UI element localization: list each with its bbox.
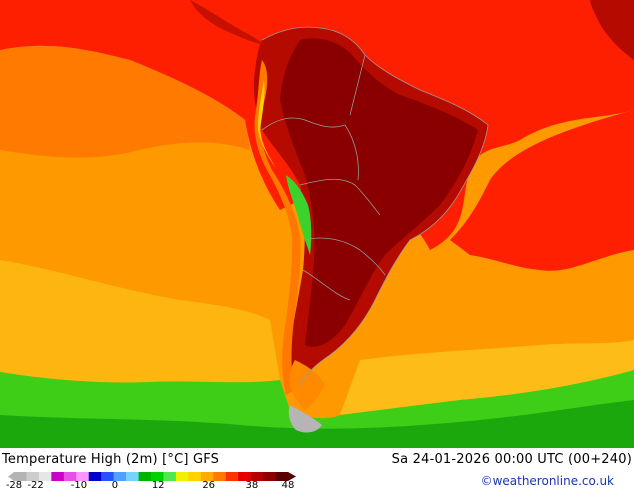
legend-swatch bbox=[250, 472, 264, 481]
andes-green-patch bbox=[286, 175, 312, 255]
land-hottest-core bbox=[280, 38, 478, 347]
tierra-del-fuego bbox=[288, 405, 322, 433]
south-atlantic-yellow bbox=[340, 340, 634, 415]
south-pacific-yellow bbox=[0, 260, 280, 383]
legend-swatch bbox=[51, 472, 65, 481]
copyright-link[interactable]: ©weatheronline.co.uk bbox=[480, 474, 614, 488]
legend-swatch bbox=[151, 472, 164, 481]
legend-tick-label: -22 bbox=[27, 480, 44, 491]
legend-swatch bbox=[113, 472, 127, 481]
color-legend bbox=[8, 472, 296, 481]
central-america bbox=[190, 0, 264, 45]
legend-arrow-right bbox=[288, 472, 296, 481]
pacific-orange-zone bbox=[0, 45, 250, 158]
legend-swatch bbox=[200, 472, 214, 481]
legend-swatch bbox=[238, 472, 251, 481]
patagonia-orange bbox=[289, 360, 325, 410]
legend-tick-label: -10 bbox=[70, 480, 88, 491]
legend-tick-label: -28 bbox=[5, 480, 23, 491]
legend-swatch bbox=[188, 472, 202, 481]
legend-swatch bbox=[101, 472, 114, 481]
andes-orange-strip bbox=[254, 60, 301, 395]
legend-tick-label: 26 bbox=[202, 480, 216, 491]
legend-swatch bbox=[63, 472, 77, 481]
legend-swatch bbox=[38, 472, 52, 481]
legend-swatch bbox=[76, 472, 90, 481]
map-title: Temperature High (2m) [°C] GFS bbox=[2, 452, 220, 467]
legend-swatch bbox=[263, 472, 276, 481]
legend-arrow-left bbox=[8, 472, 14, 481]
legend-tick-label: 48 bbox=[281, 480, 295, 491]
legend-swatch bbox=[225, 472, 239, 481]
africa-coast bbox=[590, 0, 634, 60]
legend-tick-label: 38 bbox=[245, 480, 259, 491]
legend-swatch bbox=[213, 472, 227, 481]
legend-swatch bbox=[88, 472, 102, 481]
country-borders bbox=[261, 26, 489, 386]
legend-tick-label: 0 bbox=[111, 480, 119, 491]
legend-swatch bbox=[275, 472, 289, 481]
legend-tick-label: 12 bbox=[151, 480, 165, 491]
southern-ocean-dark-green bbox=[0, 400, 634, 448]
legend-swatch bbox=[138, 472, 152, 481]
legend-swatch bbox=[126, 472, 139, 481]
legend-swatch bbox=[14, 472, 27, 481]
legend-swatch bbox=[175, 472, 189, 481]
legend-swatch bbox=[163, 472, 177, 481]
legend-swatch bbox=[26, 472, 40, 481]
forecast-datetime: Sa 24-01-2026 00:00 UTC (00+240) bbox=[391, 452, 632, 467]
atlantic-red-zone bbox=[450, 110, 634, 271]
temperature-map bbox=[0, 0, 634, 448]
